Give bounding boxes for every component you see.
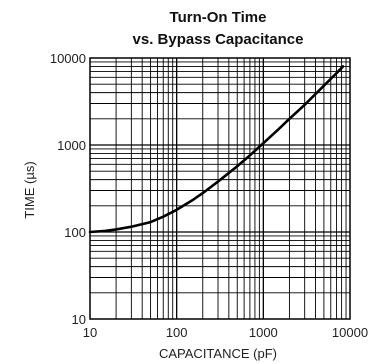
x-axis-label: CAPACITANCE (pF)	[159, 346, 277, 361]
y-axis-label: TIME (µs)	[22, 161, 37, 218]
y-tick-labels: 10 100 1000 10000	[50, 51, 86, 327]
x-tick-label: 100	[166, 325, 188, 340]
x-tick-label: 1000	[249, 325, 278, 340]
chart-title-line-2: vs. Bypass Capacitance	[133, 31, 304, 48]
chart-title-line-1: Turn-On Time	[170, 9, 267, 26]
y-tick-label: 10000	[50, 51, 86, 66]
plot-grid	[90, 58, 350, 319]
plot-frame	[89, 57, 351, 320]
y-tick-label: 10	[72, 312, 86, 327]
series-curve	[88, 65, 345, 234]
x-tick-labels: 10 100 1000 10000	[83, 325, 368, 340]
x-tick-label: 10000	[332, 325, 368, 340]
y-tick-label: 1000	[57, 138, 86, 153]
x-tick-label: 10	[83, 325, 97, 340]
y-tick-label: 100	[64, 225, 86, 240]
